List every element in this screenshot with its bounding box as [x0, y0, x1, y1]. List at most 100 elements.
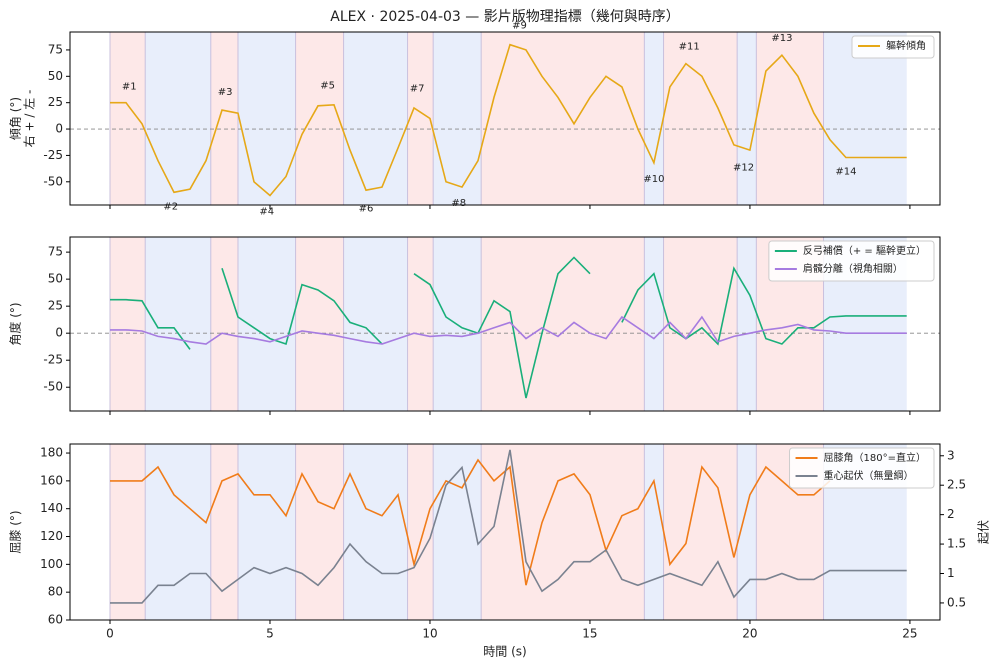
y-axis-label: 右 + / 左 -	[22, 90, 37, 148]
y-tick-label: 180	[40, 446, 63, 460]
x-tick-label: 10	[422, 627, 437, 641]
phase-span	[481, 32, 645, 205]
legend-label: 軀幹傾角	[886, 39, 926, 52]
phase-span	[145, 32, 211, 205]
legend-label: 反弓補償（+ = 驅幹更立）	[803, 244, 926, 257]
y-tick-label: 140	[40, 501, 63, 515]
phase-span	[644, 237, 664, 411]
peak-label: #11	[679, 41, 700, 52]
phase-span	[295, 237, 344, 411]
peak-label: #9	[512, 20, 527, 31]
y-tick-label: 50	[48, 69, 63, 83]
legend-label: 肩髖分離（視角相關）	[803, 262, 903, 275]
y-tick-label: 0	[55, 326, 63, 340]
y-tick-label: 60	[48, 613, 63, 627]
legend-box	[789, 447, 935, 489]
phase-span	[210, 32, 238, 205]
series-line	[110, 458, 831, 586]
y-tick-label: 120	[40, 529, 63, 543]
y2-tick-label: 1	[947, 566, 955, 580]
phase-span	[210, 237, 238, 411]
legend: 軀幹傾角	[851, 35, 935, 59]
phase-span	[407, 444, 434, 620]
series-line	[110, 315, 907, 345]
phase-span	[433, 444, 482, 620]
phase-span	[663, 237, 738, 411]
phase-span	[737, 237, 757, 411]
peak-label: #14	[835, 167, 856, 178]
y2-axis-label: 起伏	[977, 520, 991, 544]
phase-span	[407, 237, 434, 411]
legend: 反弓補償（+ = 驅幹更立） 肩髖分離（視角相關）	[768, 240, 935, 282]
y-tick-label: -50	[43, 174, 63, 188]
legend-box	[768, 240, 935, 282]
phase-span	[237, 237, 296, 411]
phase-span	[237, 32, 296, 205]
y-tick-label: 25	[48, 299, 63, 313]
phase-span	[145, 444, 211, 620]
legend-label: 重心起伏（無量綱）	[824, 469, 914, 482]
legend-box	[851, 35, 935, 59]
y-tick-label: -25	[43, 353, 63, 367]
x-axis-label: 時間 (s)	[483, 645, 526, 659]
axes-frame	[69, 31, 941, 206]
chart-title: ALEX · 2025-04-03 — 影片版物理指標（幾何與時序）	[330, 9, 679, 25]
axes-frame	[69, 443, 941, 621]
y-axis-label: 角度 (°)	[8, 302, 23, 345]
series-line	[110, 256, 907, 399]
plot-area	[70, 32, 940, 205]
y2-tick-label: 2.5	[947, 478, 966, 492]
phase-span	[343, 444, 408, 620]
phase-span	[295, 444, 344, 620]
phase-span	[663, 444, 738, 620]
x-tick-label: 25	[902, 627, 917, 641]
legend: 屈膝角（180°=直立） 重心起伏（無量綱）	[789, 447, 935, 489]
phase-span	[433, 32, 482, 205]
plot-area	[109, 444, 907, 620]
y-tick-label: 75	[48, 245, 63, 259]
phase-span	[109, 444, 146, 620]
peak-label: #5	[320, 81, 335, 92]
phase-span	[644, 32, 664, 205]
peak-label: #13	[771, 33, 792, 44]
phase-span	[109, 237, 146, 411]
phase-span	[109, 32, 146, 205]
y-tick-label: -25	[43, 148, 63, 162]
phase-span	[737, 32, 757, 205]
series-line	[110, 43, 907, 197]
y2-tick-label: 1.5	[947, 537, 966, 551]
phase-span	[644, 444, 664, 620]
x-tick-label: 15	[582, 627, 597, 641]
y-tick-label: 100	[40, 557, 63, 571]
peak-label: #8	[451, 198, 466, 209]
peak-label: #12	[733, 162, 754, 173]
x-tick-label: 5	[266, 627, 274, 641]
y2-tick-label: 2	[947, 507, 955, 521]
phase-span	[295, 32, 344, 205]
y-axis-label: 傾角 (°)	[9, 97, 23, 140]
phase-span	[663, 32, 738, 205]
series-line	[110, 449, 907, 604]
peak-label: #10	[643, 174, 664, 185]
y-tick-label: 75	[48, 42, 63, 56]
legend-label: 屈膝角（180°=直立）	[824, 451, 926, 464]
y2-tick-label: 0.5	[947, 595, 966, 609]
phase-span	[210, 444, 238, 620]
peak-label: #7	[410, 84, 425, 95]
y-tick-label: -50	[43, 380, 63, 394]
y-tick-label: 0	[55, 122, 63, 136]
y-axis-label: 屈膝 (°)	[9, 510, 23, 553]
x-tick-label: 20	[742, 627, 757, 641]
peak-label: #2	[163, 201, 178, 212]
y-tick-label: 160	[40, 473, 63, 487]
phase-span	[737, 444, 757, 620]
y-tick-label: 80	[48, 585, 63, 599]
phase-span	[481, 444, 645, 620]
axes-frame	[69, 236, 941, 412]
y-tick-label: 25	[48, 95, 63, 109]
y2-tick-label: 3	[947, 448, 955, 462]
peak-label: #6	[359, 203, 374, 214]
peak-label: #4	[259, 207, 274, 218]
x-tick-label: 0	[106, 627, 114, 641]
